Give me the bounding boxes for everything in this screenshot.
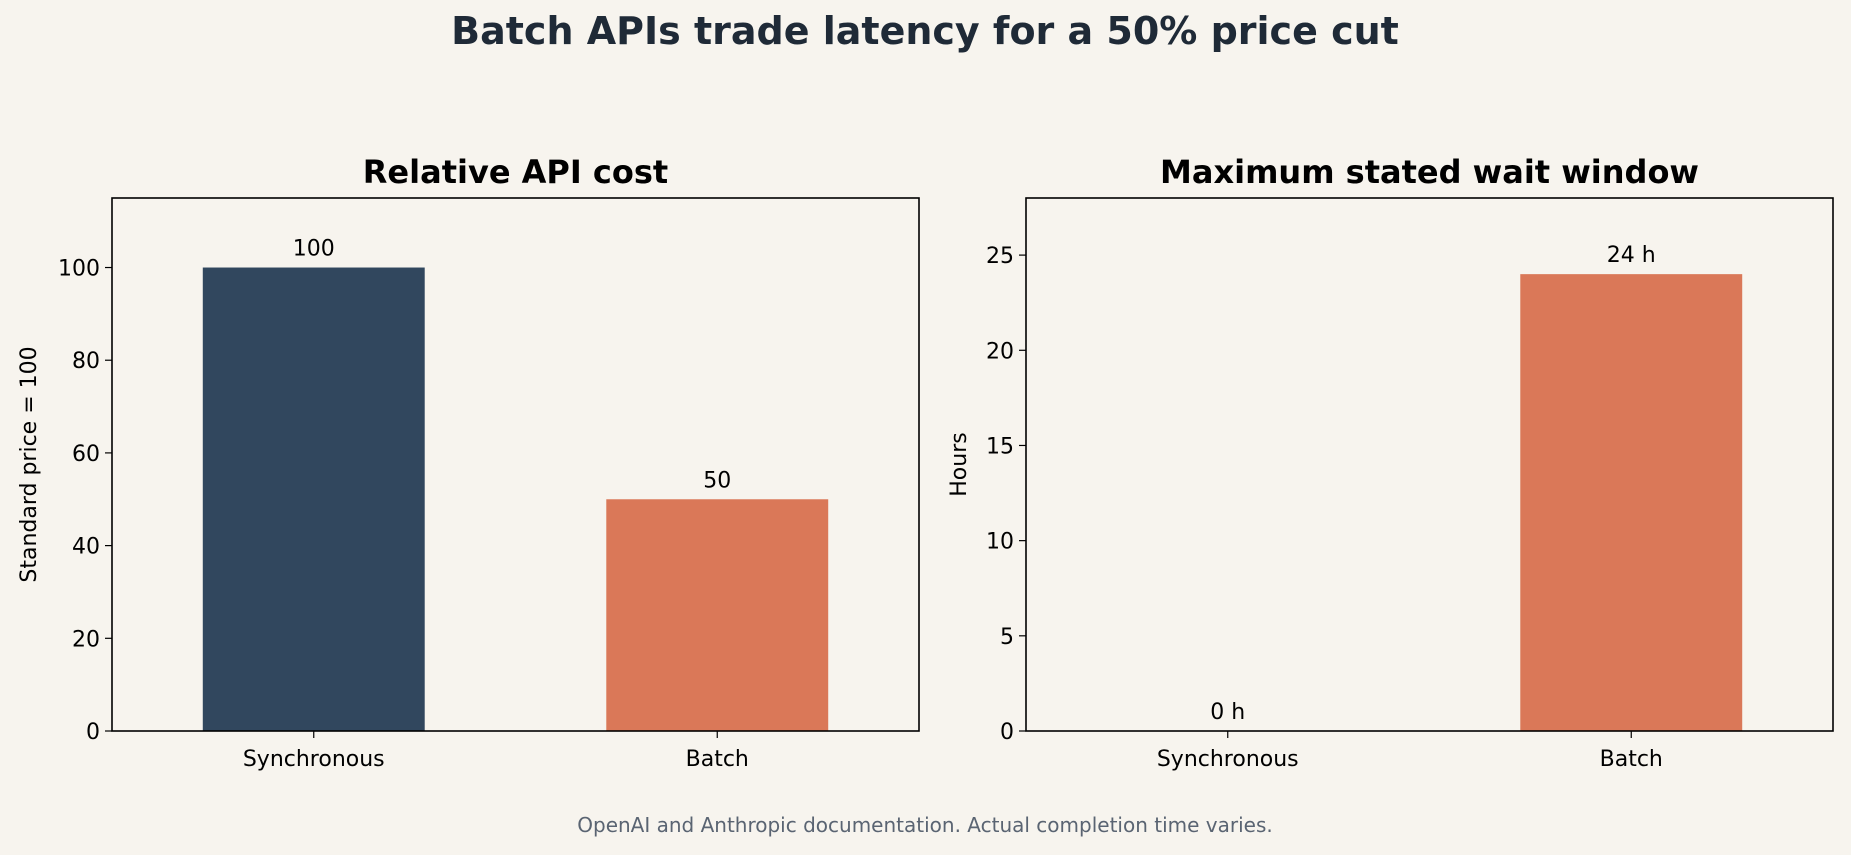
y-axis-label: Hours — [947, 432, 972, 496]
y-tick-label: 25 — [986, 244, 1014, 269]
y-tick-label: 20 — [986, 339, 1014, 364]
y-tick-label: 60 — [72, 442, 100, 467]
bar-value-label: 100 — [293, 237, 335, 262]
panel-title: Relative API cost — [363, 153, 668, 191]
y-tick-label: 0 — [86, 720, 100, 745]
y-tick-label: 15 — [986, 434, 1014, 459]
bar-batch — [1520, 274, 1743, 731]
bar-value-label: 50 — [703, 468, 731, 493]
plot-frame — [111, 197, 920, 732]
y-tick-label: 10 — [986, 530, 1014, 555]
y-tick-label: 80 — [72, 349, 100, 374]
panel-title: Maximum stated wait window — [1160, 153, 1699, 191]
x-tick-label: Batch — [1600, 747, 1663, 772]
y-tick-label: 40 — [72, 535, 100, 560]
bar-value-label: 0 h — [1210, 700, 1245, 725]
bar-synchronous — [202, 267, 425, 731]
y-tick-label: 100 — [58, 257, 100, 282]
bar-value-label: 24 h — [1607, 243, 1656, 268]
chart-panel-1: Relative API cost Standard price = 100 100… — [17, 153, 920, 772]
figure-title: Batch APIs trade latency for a 50% price… — [451, 9, 1399, 53]
x-tick-label: Batch — [686, 747, 749, 772]
chart-panel-2: Maximum stated wait window Hours 0 h Synchr… — [947, 153, 1834, 772]
y-tick-label: 5 — [1000, 625, 1014, 650]
y-axis-label: Standard price = 100 — [17, 346, 42, 582]
plot-frame — [1025, 197, 1834, 732]
y-tick-label: 20 — [72, 627, 100, 652]
bar-batch — [606, 499, 829, 731]
y-tick-label: 0 — [1000, 720, 1014, 745]
footnote: OpenAI and Anthropic documentation. Actu… — [577, 813, 1272, 837]
x-tick-label: Synchronous — [1157, 747, 1299, 772]
x-tick-label: Synchronous — [243, 747, 385, 772]
